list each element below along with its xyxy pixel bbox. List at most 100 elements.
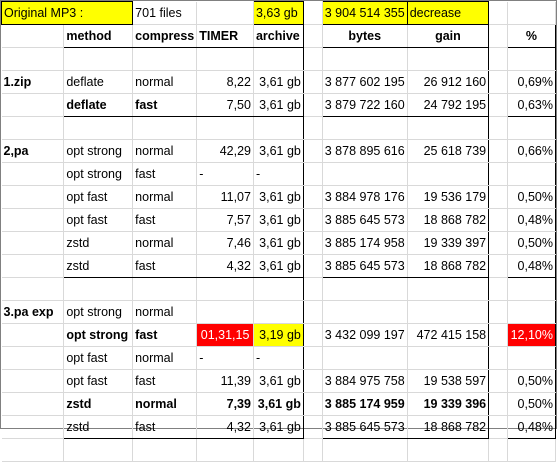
cell-bytes[interactable]: 3 878 895 616 xyxy=(321,139,408,163)
cell-gain[interactable]: 26 912 160 xyxy=(407,70,490,94)
cell-percent[interactable]: 0,69% xyxy=(506,70,557,94)
cell-bytes[interactable]: 3 884 978 176 xyxy=(321,185,408,209)
original-bytes[interactable]: 3 904 514 355 xyxy=(321,1,408,25)
cell-gain[interactable]: 19 339 397 xyxy=(407,231,490,255)
cell-archive[interactable] xyxy=(253,300,304,324)
empty-cell[interactable] xyxy=(303,70,323,94)
empty-cell[interactable] xyxy=(1,208,65,232)
empty-cell[interactable] xyxy=(507,438,557,462)
cell-archive[interactable]: 3,61 gb xyxy=(253,254,304,278)
cell-archive[interactable]: 3,61 gb xyxy=(253,208,304,232)
empty-cell[interactable] xyxy=(322,438,408,462)
col-gain[interactable]: gain xyxy=(407,24,490,48)
cell-archive[interactable]: 3,61 gb xyxy=(253,70,304,94)
col-bytes[interactable]: bytes xyxy=(321,24,408,48)
empty-cell[interactable] xyxy=(321,277,408,301)
cell-gain[interactable]: 19 538 597 xyxy=(407,369,490,393)
cell-method[interactable]: opt fast xyxy=(63,185,134,209)
cell-archive[interactable]: 3,61 gb xyxy=(253,185,304,209)
cell-method[interactable]: zstd xyxy=(63,415,134,439)
empty-cell[interactable] xyxy=(63,116,134,140)
empty-cell[interactable] xyxy=(1,438,65,462)
cell-percent[interactable] xyxy=(506,346,557,370)
cell-bytes[interactable]: 3 885 174 959 xyxy=(321,392,408,416)
cell-percent[interactable]: 0,48% xyxy=(506,208,557,232)
col-timer[interactable]: TIMER xyxy=(196,24,254,48)
empty-cell[interactable] xyxy=(253,47,304,71)
cell-bytes[interactable] xyxy=(321,300,408,324)
cell-timer[interactable]: 11,39 xyxy=(196,369,254,393)
cell-method[interactable]: zstd xyxy=(63,392,134,416)
cell-archive[interactable]: 3,61 gb xyxy=(253,392,304,416)
empty-cell[interactable] xyxy=(506,116,557,140)
cell-timer[interactable]: 8,22 xyxy=(196,70,254,94)
cell-percent[interactable]: 12,10% xyxy=(506,323,557,347)
empty-cell[interactable] xyxy=(407,438,490,462)
empty-cell[interactable] xyxy=(407,47,490,71)
empty-cell[interactable] xyxy=(1,93,65,117)
empty-cell[interactable] xyxy=(1,277,65,301)
cell-percent[interactable]: 0,50% xyxy=(506,369,557,393)
cell-compress[interactable]: normal xyxy=(132,300,198,324)
cell-timer[interactable]: 4,32 xyxy=(196,415,254,439)
original-label[interactable]: Original MP3 : xyxy=(0,1,134,25)
cell-bytes[interactable]: 3 885 174 958 xyxy=(321,231,408,255)
empty-cell[interactable] xyxy=(63,277,134,301)
empty-cell[interactable] xyxy=(488,47,508,71)
empty-cell[interactable] xyxy=(303,93,323,117)
empty-cell[interactable] xyxy=(132,277,198,301)
cell-archive[interactable]: 3,19 gb xyxy=(253,323,304,347)
cell-percent[interactable]: 0,50% xyxy=(506,392,557,416)
empty-cell[interactable] xyxy=(196,438,254,462)
cell-gain[interactable]: 18 868 782 xyxy=(407,208,490,232)
empty-cell[interactable] xyxy=(303,438,323,462)
cell-method[interactable]: opt fast xyxy=(63,346,134,370)
cell-bytes[interactable] xyxy=(321,346,408,370)
cell-bytes[interactable] xyxy=(321,162,408,186)
cell-compress[interactable]: fast xyxy=(132,93,198,117)
empty-cell[interactable] xyxy=(1,116,65,140)
col-compress[interactable]: compress xyxy=(132,24,198,48)
empty-cell[interactable] xyxy=(1,162,65,186)
empty-cell[interactable] xyxy=(132,438,198,462)
empty-cell[interactable] xyxy=(196,116,254,140)
empty-cell[interactable] xyxy=(1,47,65,71)
cell-compress[interactable]: normal xyxy=(132,231,198,255)
cell-timer[interactable]: - xyxy=(196,162,254,186)
cell-archive[interactable]: 3,61 gb xyxy=(253,415,304,439)
empty-cell[interactable] xyxy=(196,47,254,71)
cell-percent[interactable]: 0,50% xyxy=(506,231,557,255)
cell-percent[interactable] xyxy=(506,162,557,186)
cell-method[interactable]: opt fast xyxy=(63,208,134,232)
empty-cell[interactable] xyxy=(303,208,323,232)
cell-compress[interactable]: fast xyxy=(132,415,198,439)
cell-method[interactable]: deflate xyxy=(63,93,134,117)
cell-bytes[interactable]: 3 877 602 195 xyxy=(321,70,408,94)
empty-cell[interactable] xyxy=(488,116,508,140)
col-percent[interactable]: % xyxy=(506,24,557,48)
empty-cell[interactable] xyxy=(303,116,323,140)
empty-cell[interactable] xyxy=(488,139,508,163)
cell-bytes[interactable]: 3 432 099 197 xyxy=(321,323,408,347)
cell-method[interactable]: opt fast xyxy=(63,369,134,393)
cell-gain[interactable] xyxy=(407,162,490,186)
cell-bytes[interactable]: 3 885 645 573 xyxy=(321,415,408,439)
cell-method[interactable]: opt strong xyxy=(63,300,134,324)
cell-timer[interactable]: 4,32 xyxy=(196,254,254,278)
empty-cell[interactable] xyxy=(1,254,65,278)
empty-cell[interactable] xyxy=(303,47,323,71)
empty-cell[interactable] xyxy=(488,346,508,370)
cell-compress[interactable]: fast xyxy=(132,323,198,347)
empty-cell[interactable] xyxy=(253,277,304,301)
cell-percent[interactable]: 0,66% xyxy=(506,139,557,163)
empty-cell[interactable] xyxy=(196,277,254,301)
empty-cell[interactable] xyxy=(1,346,65,370)
cell-archive[interactable]: - xyxy=(253,346,304,370)
cell-archive[interactable]: 3,61 gb xyxy=(253,369,304,393)
original-size[interactable]: 3,63 gb xyxy=(252,1,304,25)
empty-cell[interactable] xyxy=(506,47,557,71)
empty-cell[interactable] xyxy=(1,323,65,347)
cell-timer[interactable]: 01,31,15 xyxy=(196,323,254,347)
empty-cell[interactable] xyxy=(488,438,508,462)
empty-cell[interactable] xyxy=(303,369,323,393)
